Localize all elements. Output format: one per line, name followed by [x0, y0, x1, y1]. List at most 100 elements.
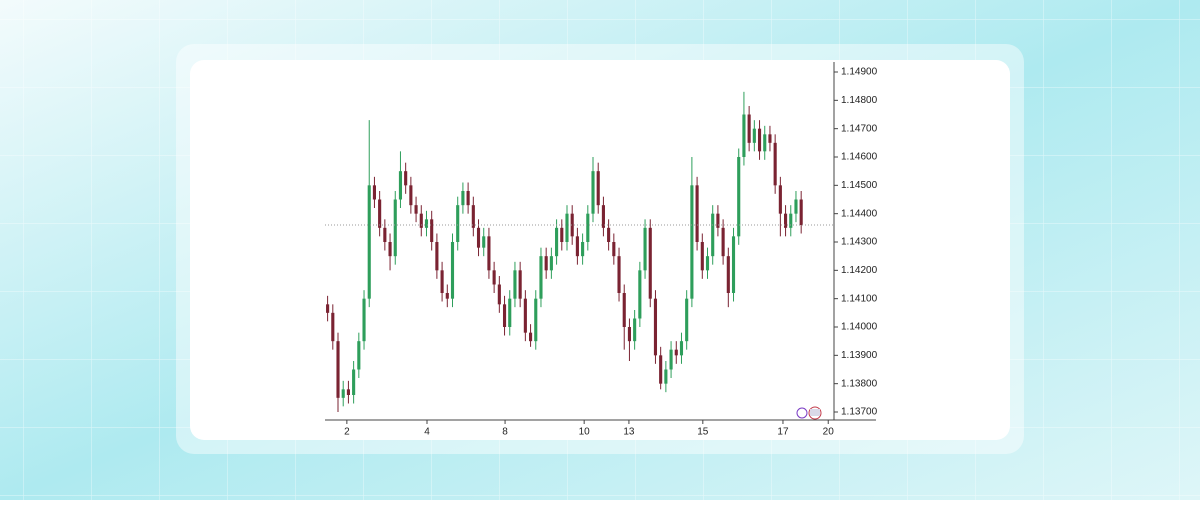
- x-tick-label: 20: [823, 427, 835, 438]
- candle-body: [685, 298, 689, 342]
- candle-body: [669, 349, 673, 370]
- candle-body: [476, 227, 481, 248]
- y-tick-label: 1.14100: [841, 293, 878, 304]
- candle-body: [352, 369, 356, 395]
- candle-body: [471, 205, 475, 228]
- candle-body: [362, 298, 366, 342]
- candle-body: [502, 304, 507, 327]
- x-tick-label: 2: [344, 427, 350, 438]
- candle-body: [372, 185, 376, 200]
- candle-body: [799, 199, 803, 225]
- candle-body: [633, 318, 637, 342]
- candle-body: [627, 327, 631, 342]
- y-tick-label: 1.14000: [841, 322, 878, 333]
- candle-body: [409, 185, 413, 206]
- y-tick-label: 1.14300: [841, 237, 878, 248]
- candle-body: [440, 270, 444, 293]
- y-tick-label: 1.14200: [841, 265, 878, 276]
- candle-body: [430, 219, 434, 242]
- candle-body: [591, 171, 595, 214]
- candle-body: [617, 256, 621, 293]
- candle-body: [336, 341, 340, 398]
- candle-body: [346, 389, 350, 395]
- icon: [796, 407, 808, 419]
- candle-body: [435, 242, 439, 271]
- plot: 1.13700 1.13800 1.13900 1.14000 1.14100 1.142…: [325, 67, 878, 438]
- candle-body: [570, 213, 574, 237]
- x-tick-label: 8: [502, 427, 508, 438]
- candle-body: [737, 157, 741, 237]
- candle-body: [705, 256, 710, 271]
- candle-body: [450, 242, 455, 299]
- card: [190, 60, 1010, 440]
- x-tick-label: 15: [697, 427, 709, 438]
- candle-body: [695, 185, 699, 242]
- candle-body: [461, 191, 465, 206]
- candle-body: [497, 284, 501, 305]
- candle-body: [388, 242, 392, 257]
- candle-body: [398, 171, 403, 200]
- candle-body: [768, 134, 772, 143]
- candle-body: [789, 213, 793, 228]
- candle-body: [565, 213, 569, 242]
- candle-body: [331, 312, 335, 342]
- x-tick-label: 10: [579, 427, 591, 438]
- candle-body: [414, 205, 418, 214]
- candle-body: [773, 142, 777, 186]
- candle-body: [383, 227, 387, 242]
- candle-body: [456, 205, 460, 242]
- candle-body: [700, 242, 704, 271]
- candle-body: [716, 213, 720, 228]
- candle-body: [742, 114, 746, 157]
- candle-body: [653, 298, 658, 356]
- candle-body: [482, 236, 486, 248]
- candle-body: [487, 236, 491, 271]
- candle-body: [586, 213, 590, 242]
- candle-body: [778, 185, 782, 214]
- candle-body: [643, 227, 647, 271]
- y-tick-label: 1.14600: [841, 152, 878, 163]
- candle-body: [560, 227, 564, 242]
- candle-body: [523, 298, 527, 333]
- candle-body: [419, 213, 423, 228]
- candle-body: [555, 227, 559, 257]
- x-tick-label: 4: [424, 427, 430, 438]
- candle-body: [711, 213, 715, 257]
- y-tick-label: 1.14500: [841, 180, 878, 191]
- candle-body: [784, 213, 788, 228]
- candle-body: [679, 341, 684, 356]
- candle-body: [747, 114, 751, 143]
- candle-body: [393, 199, 397, 257]
- candle-body: [794, 199, 798, 214]
- candle-body: [638, 270, 642, 319]
- candle-body: [757, 128, 762, 152]
- candle-body: [404, 171, 408, 186]
- candle-body: [581, 242, 585, 257]
- candle-body: [534, 298, 538, 342]
- candle-body: [544, 256, 548, 271]
- candle-body: [752, 128, 756, 143]
- candle-body: [539, 256, 543, 299]
- candle-body: [721, 227, 725, 257]
- candle-body: [357, 341, 361, 370]
- y-tick-label: 1.14400: [841, 208, 878, 219]
- candle-body: [648, 227, 652, 299]
- candle-body: [601, 205, 605, 228]
- candle-body: [549, 256, 553, 271]
- candle-body: [726, 256, 730, 293]
- candle-body: [659, 355, 663, 384]
- candle-body: [529, 332, 533, 342]
- y-tick-label: 1.14800: [841, 95, 878, 106]
- candle-body: [612, 242, 616, 257]
- candle-body: [690, 185, 694, 299]
- candle-body: [513, 270, 517, 299]
- session-icons: [796, 406, 822, 420]
- x-tick-label: 17: [777, 427, 789, 438]
- candle-body: [763, 134, 767, 152]
- candle-body: [445, 293, 449, 299]
- x-tick-label: 13: [623, 427, 635, 438]
- candle-body: [424, 219, 429, 228]
- candle-body: [326, 304, 330, 313]
